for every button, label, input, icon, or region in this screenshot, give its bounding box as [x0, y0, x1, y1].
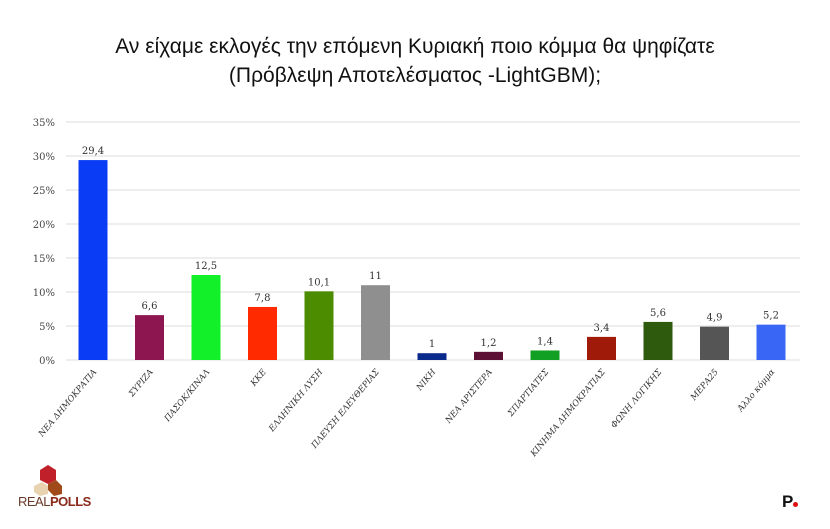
x-tick-label: ΕΛΛΗΝΙΚΗ ΛΥΣΗ	[267, 367, 326, 435]
x-tick-label: Άλλο κόμμα	[735, 367, 778, 415]
chart-title-line1: Αν είχαμε εκλογές την επόμενη Κυριακή πο…	[115, 35, 715, 58]
x-tick-label: ΣΠΑΡΤΙΑΤΕΣ	[505, 367, 551, 420]
bar	[191, 275, 221, 360]
data-label: 6,6	[142, 301, 158, 312]
x-tick-label: ΚΚΕ	[248, 367, 269, 389]
data-label: 1,4	[537, 336, 553, 347]
y-tick-label: 35%	[33, 118, 55, 129]
logo-text-polls: POLLS	[49, 494, 91, 509]
y-tick-label: 10%	[33, 288, 55, 299]
logo-text-real: REAL	[18, 494, 50, 509]
bar	[474, 351, 503, 360]
bar	[304, 291, 334, 360]
y-tick-label: 30%	[33, 152, 55, 163]
bar	[587, 336, 616, 360]
data-label: 7,8	[255, 293, 271, 304]
y-tick-label: 15%	[33, 254, 55, 265]
corner-brand-letter: P	[782, 492, 794, 511]
y-tick-label: 0%	[39, 356, 55, 367]
data-label: 5,6	[650, 308, 666, 319]
data-label: 29,4	[82, 146, 104, 157]
data-label: 4,9	[707, 313, 723, 324]
bar	[135, 315, 164, 360]
y-tick-label: 25%	[33, 186, 55, 197]
bar	[417, 353, 447, 360]
data-label: 5,2	[763, 311, 779, 322]
bar	[756, 324, 786, 360]
bar	[361, 285, 390, 360]
x-tick-label: ΝΕΑ ΔΗΜΟΚΡΑΤΙΑ	[36, 368, 99, 440]
data-label: 1,2	[481, 338, 497, 349]
bar	[530, 350, 560, 360]
y-tick-label: 20%	[33, 220, 55, 231]
realpolls-logo: REALPOLLS	[18, 494, 91, 509]
realpolls-logo-icon	[34, 465, 62, 496]
bar	[78, 160, 108, 360]
data-label: 3,4	[594, 323, 610, 334]
x-tick-label: ΦΩΝΗ ΛΟΓΙΚΗΣ	[609, 367, 665, 431]
data-label: 11	[369, 271, 382, 282]
red-dot-icon	[793, 502, 799, 507]
data-label: 12,5	[195, 261, 217, 272]
y-tick-label: 5%	[39, 322, 55, 333]
bar	[248, 306, 277, 360]
x-tick-label: ΣΥΡΙΖΑ	[126, 368, 155, 400]
x-tick-label: ΝΕΑ ΑΡΙΣΤΕΡΑ	[443, 368, 495, 427]
data-label: 1	[429, 339, 435, 350]
bar	[643, 321, 673, 360]
x-tick-label: ΝΙΚΗ	[414, 367, 438, 393]
x-tick-label: ΠΑΣΟΚ/ΚΙΝΑΛ	[162, 368, 212, 425]
corner-brand-mark: P	[782, 492, 799, 512]
bar	[700, 326, 729, 360]
x-tick-label: ΜΕΡΑ25	[688, 368, 720, 404]
chart-title-line2: (Πρόβλεψη Αποτελέσματος -LightGBM);	[228, 64, 602, 87]
data-label: 10,1	[308, 277, 330, 288]
